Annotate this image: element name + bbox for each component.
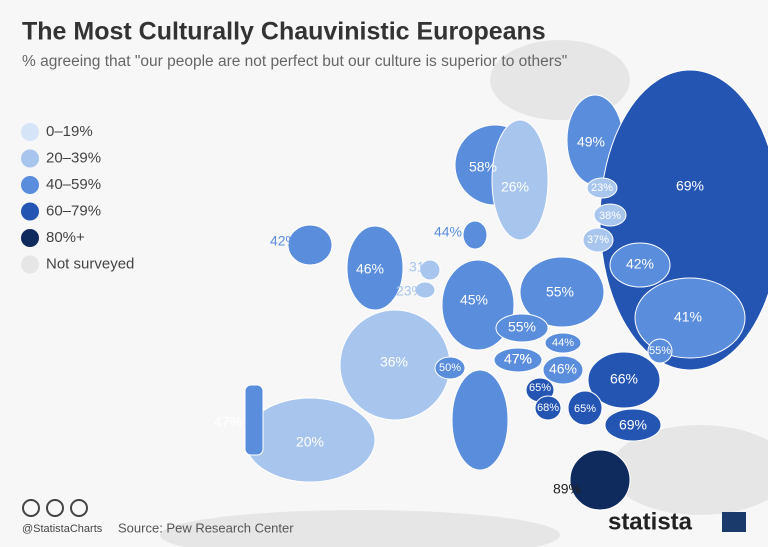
region-label: 23% [591,182,613,194]
region-label: 65% [529,382,551,394]
region-label: 42% [270,233,298,249]
region-label: 26% [501,179,529,195]
region-label: 46% [549,361,577,377]
legend-label: 20–39% [46,149,101,166]
region [647,338,673,364]
region [593,203,627,227]
title: The Most Culturally Chauvinistic Europea… [22,18,546,46]
region [451,369,509,471]
region-label: 47% [214,414,242,430]
legend-swatch [21,149,39,168]
region-label: 47% [504,351,532,367]
region-label: 36% [380,354,408,370]
region-label: 38% [599,210,621,222]
region-label: 23% [396,283,424,299]
logo: statista [608,508,693,535]
land [160,510,560,547]
region [567,390,603,426]
region-label: 55% [508,319,536,335]
region-label: 47% [504,351,532,367]
land [610,425,768,515]
region-label: 41% [674,309,702,325]
region-label: 58% [469,159,497,175]
legend-label: 0–19% [46,123,93,140]
region [569,449,631,511]
region [491,119,549,241]
legend-label: 60–79% [46,202,101,219]
region-label: 49% [577,134,605,150]
region [586,177,618,199]
source: Source: Pew Research Center [118,520,294,535]
map: 42% 46% 58%26% 49% 69% 23% 38% 37% 44% 31% 23% 42% 5… [214,69,768,511]
region-label: 65% [574,403,596,415]
legend-swatch [21,202,39,221]
region [582,227,614,253]
region [609,242,671,288]
region [634,277,746,359]
region-label: 55% [649,345,671,357]
region [414,281,436,299]
region-label: 55% [546,284,574,300]
region [534,395,562,421]
region-label: 69% [676,178,704,194]
handle: @StatistaCharts [22,523,103,535]
region [346,225,404,311]
region-label: 44% [434,224,462,240]
region-label: 69% [619,417,647,433]
region [542,355,584,385]
region [519,256,605,328]
region-label: 46% [356,261,384,277]
legend-label: Not surveyed [46,255,134,272]
region-label: 50% [439,362,461,374]
region [544,332,582,354]
legend-label: 40–59% [46,176,101,193]
region-label: 42% [626,256,654,272]
region-label: 89% [553,481,581,497]
region [419,259,441,281]
region [604,408,662,442]
region [287,224,333,266]
legend-label: 80%+ [46,229,85,246]
subtitle: % agreeing that "our people are not perf… [22,53,567,70]
region [434,356,466,380]
legend: 0–19% 20–39% 40–59% 60–79% 80%+ Not surveyed [21,123,134,274]
legend-swatch [21,123,39,141]
region-label: 31% [409,259,437,275]
region [462,220,488,250]
license-icons [22,499,88,517]
region [587,351,661,409]
region [244,384,264,456]
region-label: 44% [552,337,574,349]
legend-swatch [21,255,39,274]
region-label: 68% [537,402,559,414]
region [493,347,543,373]
region [495,313,549,343]
region-label: 66% [610,371,638,387]
region-label: 45% [460,292,488,308]
region-label: 37% [587,234,609,246]
legend-swatch [21,176,39,194]
logo-icon [722,512,746,532]
region-label: 20% [296,434,324,450]
legend-swatch [21,229,39,247]
